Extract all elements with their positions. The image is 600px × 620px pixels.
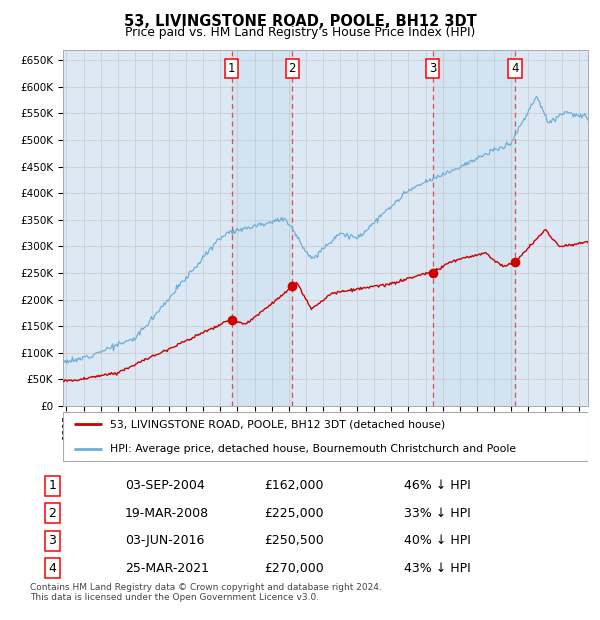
Text: 1: 1 [228,62,236,75]
Text: 1: 1 [49,479,56,492]
Text: Contains HM Land Registry data © Crown copyright and database right 2024.
This d: Contains HM Land Registry data © Crown c… [30,583,382,602]
Bar [433,50,515,406]
Text: 19-MAR-2008: 19-MAR-2008 [125,507,209,520]
Text: £270,000: £270,000 [265,562,324,575]
Text: 3: 3 [49,534,56,547]
Text: HPI: Average price, detached house, Bournemouth Christchurch and Poole: HPI: Average price, detached house, Bour… [110,444,517,454]
Text: 40% ↓ HPI: 40% ↓ HPI [404,534,471,547]
Text: 33% ↓ HPI: 33% ↓ HPI [404,507,470,520]
Text: 03-JUN-2016: 03-JUN-2016 [125,534,204,547]
Text: 2: 2 [289,62,296,75]
Text: 3: 3 [429,62,436,75]
Text: 46% ↓ HPI: 46% ↓ HPI [404,479,470,492]
Text: 53, LIVINGSTONE ROAD, POOLE, BH12 3DT: 53, LIVINGSTONE ROAD, POOLE, BH12 3DT [124,14,476,29]
Text: £225,000: £225,000 [265,507,324,520]
Text: 53, LIVINGSTONE ROAD, POOLE, BH12 3DT (detached house): 53, LIVINGSTONE ROAD, POOLE, BH12 3DT (d… [110,419,445,429]
Text: 43% ↓ HPI: 43% ↓ HPI [404,562,470,575]
Text: 4: 4 [511,62,519,75]
Text: 2: 2 [49,507,56,520]
Text: £162,000: £162,000 [265,479,324,492]
Text: 03-SEP-2004: 03-SEP-2004 [125,479,205,492]
Text: Price paid vs. HM Land Registry's House Price Index (HPI): Price paid vs. HM Land Registry's House … [125,26,475,39]
Text: £250,500: £250,500 [265,534,324,547]
Text: 4: 4 [49,562,56,575]
FancyBboxPatch shape [63,412,588,461]
Text: 25-MAR-2021: 25-MAR-2021 [125,562,209,575]
Bar [232,50,292,406]
